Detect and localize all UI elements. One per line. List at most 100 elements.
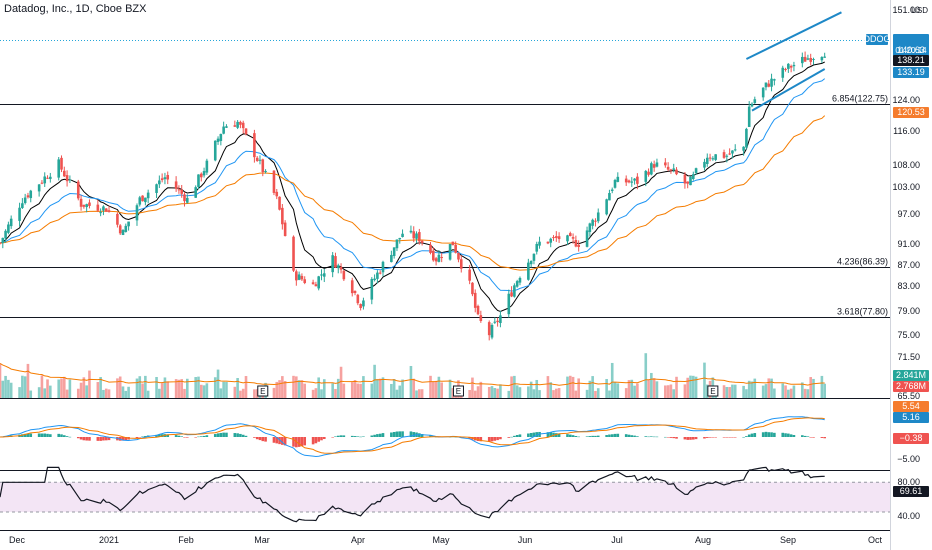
- symbol-tag-text: DDOG: [864, 34, 891, 44]
- macd-bar: [241, 434, 245, 437]
- volume-bar: [376, 379, 379, 398]
- volume-bar: [761, 385, 765, 398]
- macd-tick: −5.00: [897, 454, 920, 464]
- candle: [535, 241, 539, 255]
- volume-bar: [675, 376, 678, 398]
- candle: [689, 176, 692, 186]
- volume-tag-2: 2.768M: [893, 381, 929, 392]
- candle: [205, 158, 209, 175]
- volume-tag-2-text: 2.768M: [896, 381, 926, 391]
- volume-bar: [99, 377, 102, 398]
- volume-bar: [216, 369, 220, 398]
- candle: [60, 155, 63, 173]
- candle: [353, 290, 357, 296]
- rsi-line: [0, 466, 825, 523]
- macd-bar: [166, 434, 170, 437]
- candle: [373, 274, 376, 282]
- volume-bar: [180, 379, 184, 398]
- candle: [708, 153, 712, 162]
- macd-bar: [320, 437, 323, 441]
- candle: [672, 163, 676, 173]
- candle: [527, 258, 530, 281]
- volume-bar: [418, 389, 421, 398]
- volume-bar: [574, 390, 578, 398]
- macd-line: [0, 416, 825, 458]
- candle: [574, 235, 578, 248]
- candle: [714, 154, 717, 162]
- volume-bar: [222, 381, 225, 398]
- volume-bar: [650, 372, 653, 398]
- volume-bar: [803, 388, 807, 398]
- price-tick: 71.50: [897, 352, 920, 362]
- macd-bar: [412, 432, 416, 437]
- earnings-marker: [257, 385, 269, 397]
- macd-bar: [770, 432, 773, 437]
- price-tick: 79.00: [897, 306, 920, 316]
- candle: [546, 241, 550, 245]
- macd-tag-1: 5.54: [893, 401, 929, 412]
- candle: [141, 195, 144, 202]
- volume-bar: [7, 379, 10, 398]
- volume-bar: [21, 375, 24, 398]
- candle: [339, 263, 343, 274]
- volume-bar: [487, 387, 491, 398]
- macd-bar: [823, 437, 826, 439]
- candle: [432, 247, 435, 262]
- volume-bar: [398, 385, 402, 398]
- macd-bar: [527, 433, 530, 437]
- candle: [88, 199, 91, 209]
- macd-bar: [644, 436, 648, 437]
- candle: [392, 247, 396, 259]
- candle: [767, 80, 771, 88]
- volume-bar: [85, 385, 88, 398]
- macd-bar: [102, 437, 105, 441]
- volume-bar: [378, 378, 382, 398]
- volume-bar: [552, 390, 555, 398]
- volume-bar: [513, 375, 516, 398]
- earnings-marker-label: E: [260, 387, 265, 396]
- volume-bar: [596, 388, 600, 398]
- volume-bar: [336, 378, 340, 398]
- macd-tag-1-text: 5.54: [902, 401, 920, 411]
- macd-bar: [216, 433, 220, 437]
- volume-bar: [728, 387, 731, 398]
- macd-bar: [624, 434, 628, 437]
- volume-bar: [205, 383, 209, 398]
- time-tick: May: [432, 535, 450, 545]
- candle: [4, 229, 7, 243]
- macd-bar: [278, 437, 281, 445]
- volume-bar: [60, 378, 63, 398]
- macd-bar: [124, 437, 128, 441]
- volume-bar: [359, 383, 362, 398]
- candle: [359, 303, 362, 311]
- macd-bar: [750, 433, 754, 437]
- volume-bar: [23, 376, 27, 398]
- macd-bar: [233, 433, 237, 437]
- macd-bar: [85, 437, 88, 441]
- macd-bar: [437, 437, 441, 438]
- volume-bar: [691, 375, 695, 398]
- macd-bar: [104, 437, 108, 441]
- candle: [82, 204, 86, 209]
- candle: [160, 173, 164, 183]
- candle: [219, 133, 223, 146]
- countdown-text: 01:20:14: [895, 46, 927, 55]
- candle: [429, 241, 432, 255]
- price-tick: 91.00: [897, 239, 920, 249]
- candle: [725, 154, 729, 163]
- macd-bar: [390, 432, 393, 437]
- volume-bar: [300, 380, 304, 398]
- macd-bar: [594, 435, 597, 437]
- macd-bar: [787, 433, 790, 437]
- volume-bar: [102, 389, 105, 398]
- candle: [180, 184, 184, 198]
- candle: [468, 264, 471, 285]
- macd-bar: [513, 435, 516, 437]
- macd-bar: [300, 437, 304, 447]
- volume-bar: [292, 375, 295, 398]
- price-tick: 103.00: [892, 182, 920, 192]
- candle: [202, 167, 206, 178]
- volume-bar: [781, 383, 785, 398]
- candle: [18, 202, 21, 227]
